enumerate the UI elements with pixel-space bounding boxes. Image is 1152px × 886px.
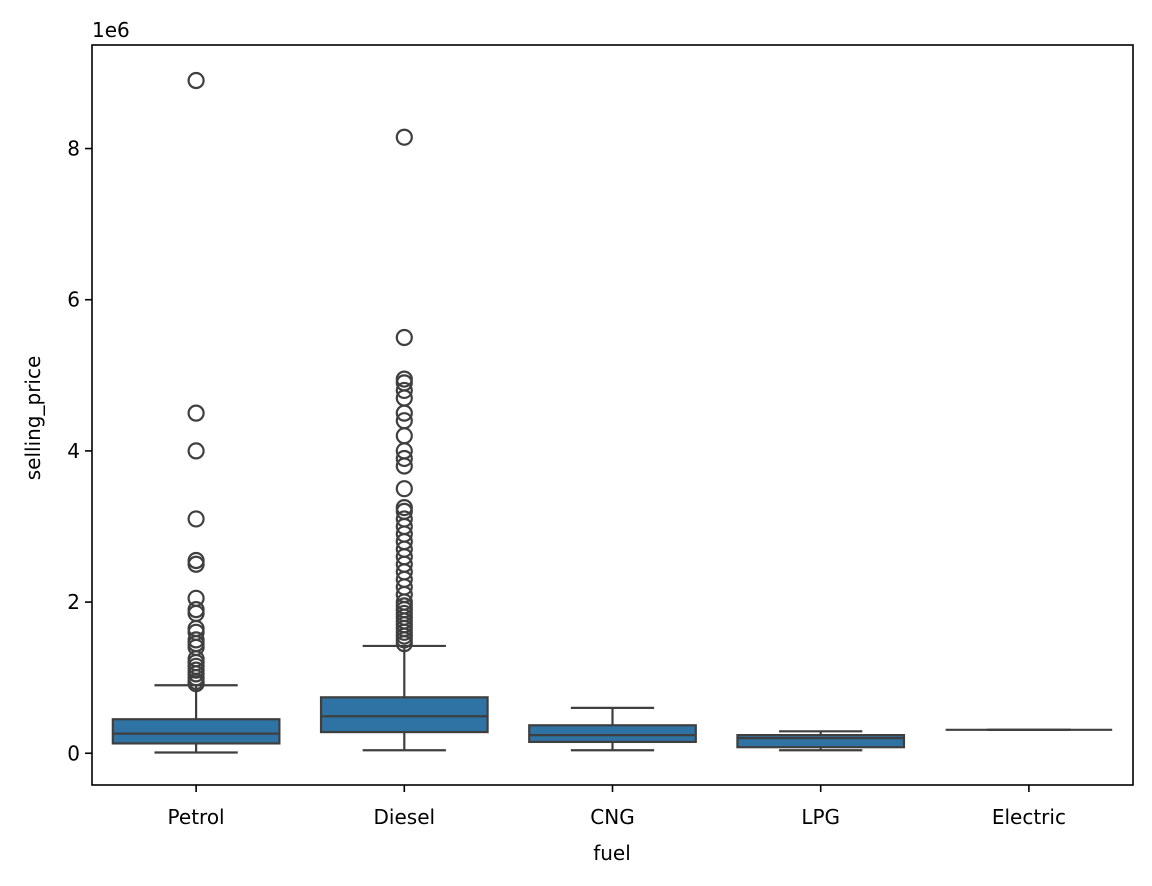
x-tick-label: Electric (992, 805, 1066, 829)
box-cng (528, 706, 697, 752)
box-lpg (736, 730, 906, 752)
y-offset-label: 1e6 (92, 18, 130, 42)
outlier-point (395, 404, 413, 422)
box-diesel (319, 128, 489, 752)
plot-frame (91, 44, 1134, 786)
x-axis-label: fuel (593, 841, 631, 865)
y-tick-label: 6 (67, 288, 80, 312)
outlier-point (395, 457, 413, 475)
iqr-box (528, 724, 697, 744)
outlier-point (395, 480, 413, 498)
outlier-point (395, 328, 413, 347)
y-axis-label: selling_price (21, 356, 45, 481)
y-tick-label: 4 (67, 439, 80, 463)
box-petrol (111, 71, 281, 754)
outlier-point (395, 449, 413, 468)
outlier-point (187, 510, 205, 528)
iqr-box (319, 696, 489, 734)
outlier-point (395, 427, 413, 445)
outlier-point (395, 381, 413, 400)
outlier-point (395, 128, 413, 146)
outlier-point (187, 555, 205, 573)
x-tick-label: LPG (801, 805, 840, 829)
outlier-point (187, 442, 205, 460)
outlier-point (395, 635, 413, 653)
outlier-point (187, 675, 205, 693)
x-tick-label: Diesel (374, 805, 436, 829)
y-tick-label: 2 (67, 590, 80, 614)
x-tick-label: CNG (590, 805, 634, 829)
y-tick-label: 8 (67, 137, 80, 161)
x-tick-label: Petrol (168, 805, 225, 829)
y-tick-label: 0 (67, 741, 80, 765)
iqr-box (111, 718, 281, 745)
iqr-box (736, 734, 906, 749)
outlier-point (187, 404, 205, 422)
outlier-point (187, 71, 205, 90)
